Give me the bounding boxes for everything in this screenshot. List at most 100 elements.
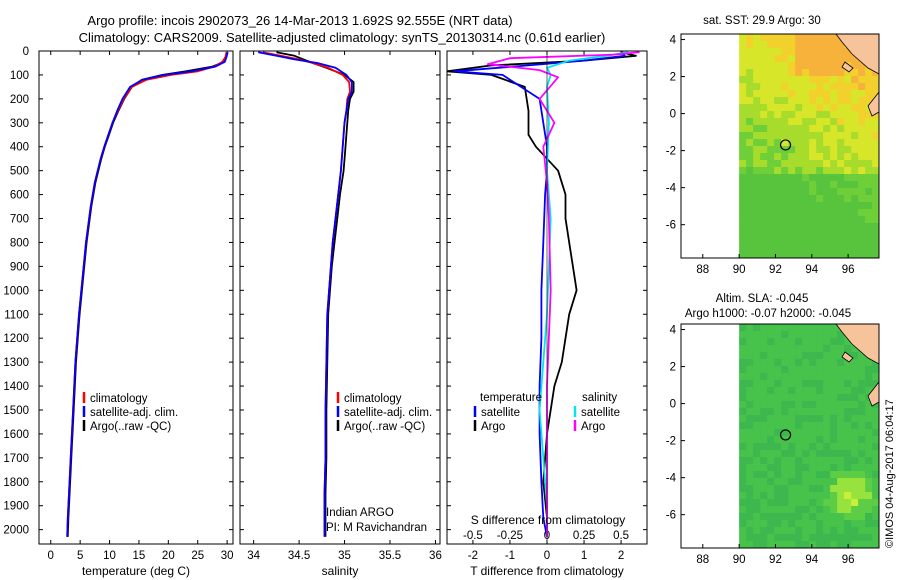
map-cell: [760, 251, 768, 259]
map-cell: [795, 324, 803, 332]
map-cell: [844, 195, 852, 203]
map-cell: [837, 111, 845, 119]
map-cell: [739, 485, 747, 493]
map-cell: [809, 457, 817, 465]
map-cell: [746, 153, 754, 161]
map-cell: [823, 118, 831, 126]
map-cell: [844, 104, 852, 112]
map-cell: [760, 408, 768, 416]
map-cell: [816, 415, 824, 423]
map-cell: [830, 401, 838, 409]
map-cell: [837, 188, 845, 196]
map-cell: [851, 97, 859, 105]
map-cell: [830, 139, 838, 147]
map-cell: [767, 345, 775, 353]
map-cell: [795, 338, 803, 346]
map-cell: [753, 527, 761, 535]
map-cell: [858, 415, 866, 423]
map-cell: [809, 97, 817, 105]
map-cell: [872, 513, 880, 521]
map-cell: [739, 181, 747, 189]
map-cell: [746, 359, 754, 367]
map-cell: [844, 506, 852, 514]
map-cell: [753, 90, 761, 98]
map-cell: [837, 146, 845, 154]
map-cell: [795, 394, 803, 402]
map-cell: [844, 338, 852, 346]
map-cell: [802, 48, 810, 56]
map-cell: [872, 415, 880, 423]
map-cell: [774, 492, 782, 500]
map-cell: [781, 429, 789, 437]
map-cell: [739, 415, 747, 423]
map-cell: [767, 251, 775, 259]
map-cell: [795, 195, 803, 203]
map-cell: [795, 331, 803, 339]
map-y-tick-label: 0: [670, 109, 676, 121]
temperature-panel: [38, 50, 234, 545]
map-cell: [760, 541, 768, 549]
map-cell: [802, 181, 810, 189]
map-cell: [795, 62, 803, 70]
map-cell: [830, 146, 838, 154]
map-cell: [753, 359, 761, 367]
map-cell: [774, 69, 782, 77]
map-cell: [858, 244, 866, 252]
map-cell: [802, 223, 810, 231]
map-cell: [844, 471, 852, 479]
map-cell: [844, 457, 852, 465]
map-cell: [767, 34, 775, 42]
map-cell: [851, 69, 859, 77]
map-cell: [767, 118, 775, 126]
map-cell: [767, 111, 775, 119]
map-cell: [844, 118, 852, 126]
map-cell: [823, 443, 831, 451]
map-cell: [788, 76, 796, 84]
map-cell: [795, 167, 803, 175]
map-cell: [830, 513, 838, 521]
map-cell: [816, 244, 824, 252]
map-cell: [795, 352, 803, 360]
map-cell: [858, 478, 866, 486]
map-cell: [767, 373, 775, 381]
map-cell: [788, 230, 796, 238]
map-cell: [746, 55, 754, 63]
map-cell: [858, 69, 866, 77]
map-cell: [739, 513, 747, 521]
map-cell: [865, 188, 873, 196]
map-cell: [774, 345, 782, 353]
map-cell: [802, 230, 810, 238]
map-cell: [837, 443, 845, 451]
map-y-tick-label: -6: [666, 510, 676, 522]
map-cell: [830, 216, 838, 224]
map-cell: [746, 478, 754, 486]
map-cell: [774, 408, 782, 416]
map-x-tick-label: 90: [733, 554, 746, 566]
map-cell: [753, 394, 761, 402]
map-cell: [872, 422, 880, 430]
map-cell: [809, 55, 817, 63]
map-cell: [837, 97, 845, 105]
map-cell: [746, 167, 754, 175]
map-cell: [795, 450, 803, 458]
map-cell: [753, 499, 761, 507]
map-cell: [739, 195, 747, 203]
map-cell: [781, 118, 789, 126]
map-cell: [865, 471, 873, 479]
map-cell: [858, 223, 866, 231]
map-cell: [830, 62, 838, 70]
map-cell: [837, 181, 845, 189]
map-cell: [788, 408, 796, 416]
temperature-x-axis: 0 5 10 15 20 25 30: [48, 51, 234, 562]
map-cell: [865, 401, 873, 409]
map-cell: [746, 251, 754, 259]
map-cell: [753, 209, 761, 217]
map-cell: [830, 429, 838, 437]
map-cell: [816, 251, 824, 259]
map-cell: [823, 492, 831, 500]
map-cell: [760, 90, 768, 98]
map-cell: [830, 34, 838, 42]
map-cell: [809, 202, 817, 210]
map-cell: [774, 520, 782, 528]
map-cell: [830, 345, 838, 353]
